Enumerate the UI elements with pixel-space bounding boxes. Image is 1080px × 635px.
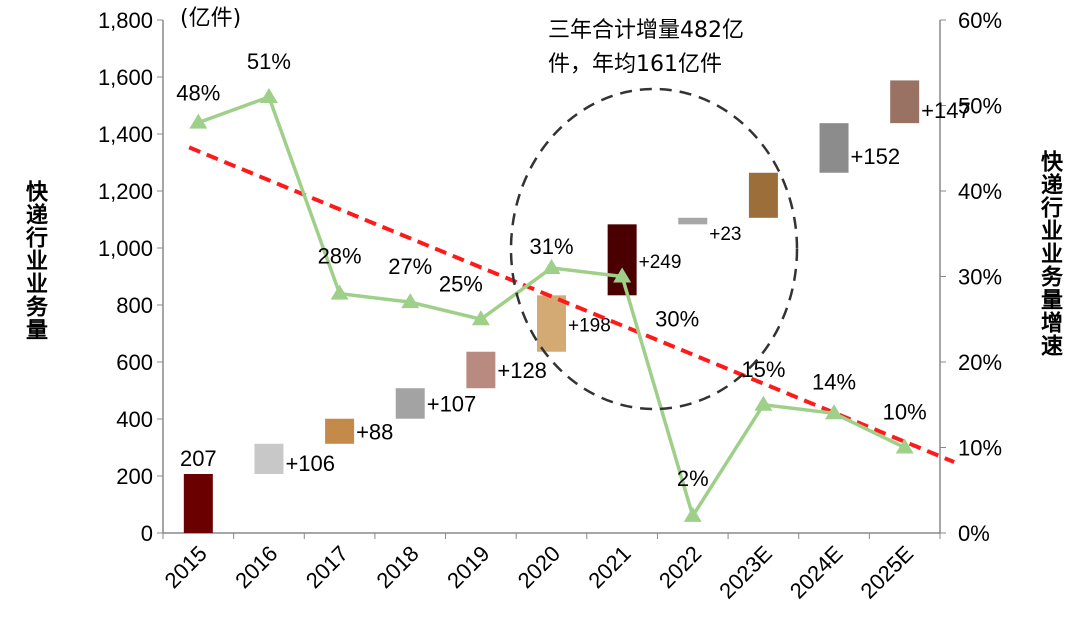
x-tick-label: 2022 xyxy=(654,541,706,593)
bar-2017 xyxy=(325,418,355,444)
growth-label: 28% xyxy=(318,244,362,269)
right-axis-title: 快递行业业务量增速 xyxy=(1037,150,1062,357)
bar-label: +128 xyxy=(497,358,547,383)
left-tick-label: 1,800 xyxy=(98,8,153,33)
right-tick-label: 30% xyxy=(958,265,1002,290)
right-tick-label: 40% xyxy=(958,179,1002,204)
growth-marker-2022 xyxy=(683,506,702,522)
bar-2022 xyxy=(678,217,708,225)
growth-marker-2017 xyxy=(330,284,349,300)
bar-label: +88 xyxy=(356,419,393,444)
bar-2025E xyxy=(890,80,920,124)
bar-2023E xyxy=(748,172,778,218)
bar-label: +147 xyxy=(921,98,971,123)
left-axis-title: 快递行业业务量 xyxy=(22,180,47,341)
growth-marker-2018 xyxy=(401,293,420,309)
growth-label: 27% xyxy=(388,254,432,279)
growth-label: 10% xyxy=(883,400,927,425)
trendline xyxy=(188,145,955,464)
growth-label: 51% xyxy=(247,49,291,74)
bar-2016 xyxy=(254,443,284,475)
bar-2019 xyxy=(466,351,496,389)
bar-label: +249 xyxy=(639,252,682,273)
left-tick-label: 400 xyxy=(116,407,153,432)
x-tick-label: 2018 xyxy=(371,541,423,593)
annotation-ellipse xyxy=(509,87,799,411)
right-tick-label: 0% xyxy=(958,521,990,546)
right-tick-label: 20% xyxy=(958,350,1002,375)
x-tick-label: 2023E xyxy=(714,541,777,604)
annotation-line1: 三年合计增量482亿 xyxy=(548,18,744,43)
left-tick-label: 600 xyxy=(116,350,153,375)
left-tick-label: 1,600 xyxy=(98,65,153,90)
bar-label: +106 xyxy=(285,451,335,476)
x-tick-label: 2019 xyxy=(442,541,494,593)
right-tick-label: 10% xyxy=(958,436,1002,461)
growth-label: 15% xyxy=(741,357,785,382)
left-tick-label: 1,400 xyxy=(98,122,153,147)
bar-2024E xyxy=(819,123,849,173)
left-tick-label: 1,000 xyxy=(98,236,153,261)
annotation-line2: 件，年均161亿件 xyxy=(548,52,722,77)
left-tick-label: 1,200 xyxy=(98,179,153,204)
x-tick-label: 2017 xyxy=(301,541,353,593)
growth-label: 30% xyxy=(655,307,699,332)
growth-marker-2024E xyxy=(825,404,844,420)
left-tick-label: 0 xyxy=(141,521,153,546)
x-tick-label: 2020 xyxy=(513,541,565,593)
bar-label: +107 xyxy=(427,391,477,416)
left-tick-label: 800 xyxy=(116,293,153,318)
bar-label: +198 xyxy=(568,316,611,337)
x-tick-label: 2025E xyxy=(856,541,919,604)
growth-marker-2015 xyxy=(189,113,208,129)
growth-label: 25% xyxy=(439,271,483,296)
growth-label: 14% xyxy=(812,369,856,394)
left-axis-unit: (亿件) xyxy=(180,6,242,31)
x-tick-label: 2024E xyxy=(785,541,848,604)
left-tick-label: 200 xyxy=(116,464,153,489)
growth-marker-2019 xyxy=(471,310,490,326)
bar-2021 xyxy=(607,224,637,296)
bar-2015 xyxy=(183,474,213,533)
growth-marker-2021 xyxy=(613,267,632,283)
right-tick-label: 60% xyxy=(958,8,1002,33)
bar-label: +152 xyxy=(851,144,901,169)
right-tick-label: 50% xyxy=(958,94,1002,119)
growth-label: 48% xyxy=(176,81,220,106)
bar-2018 xyxy=(395,388,425,419)
growth-marker-2025E xyxy=(895,438,914,454)
bar-label: +23 xyxy=(709,224,741,245)
growth-label: 31% xyxy=(529,234,573,259)
growth-marker-2023E xyxy=(754,395,773,411)
growth-marker-2016 xyxy=(259,87,278,103)
bar-label: 207 xyxy=(180,446,217,471)
growth-label: 2% xyxy=(677,466,709,491)
x-tick-label: 2021 xyxy=(583,541,635,593)
x-tick-label: 2015 xyxy=(160,541,212,593)
bar-2020 xyxy=(537,295,566,352)
growth-marker-2020 xyxy=(542,258,561,274)
x-tick-label: 2016 xyxy=(230,541,282,593)
